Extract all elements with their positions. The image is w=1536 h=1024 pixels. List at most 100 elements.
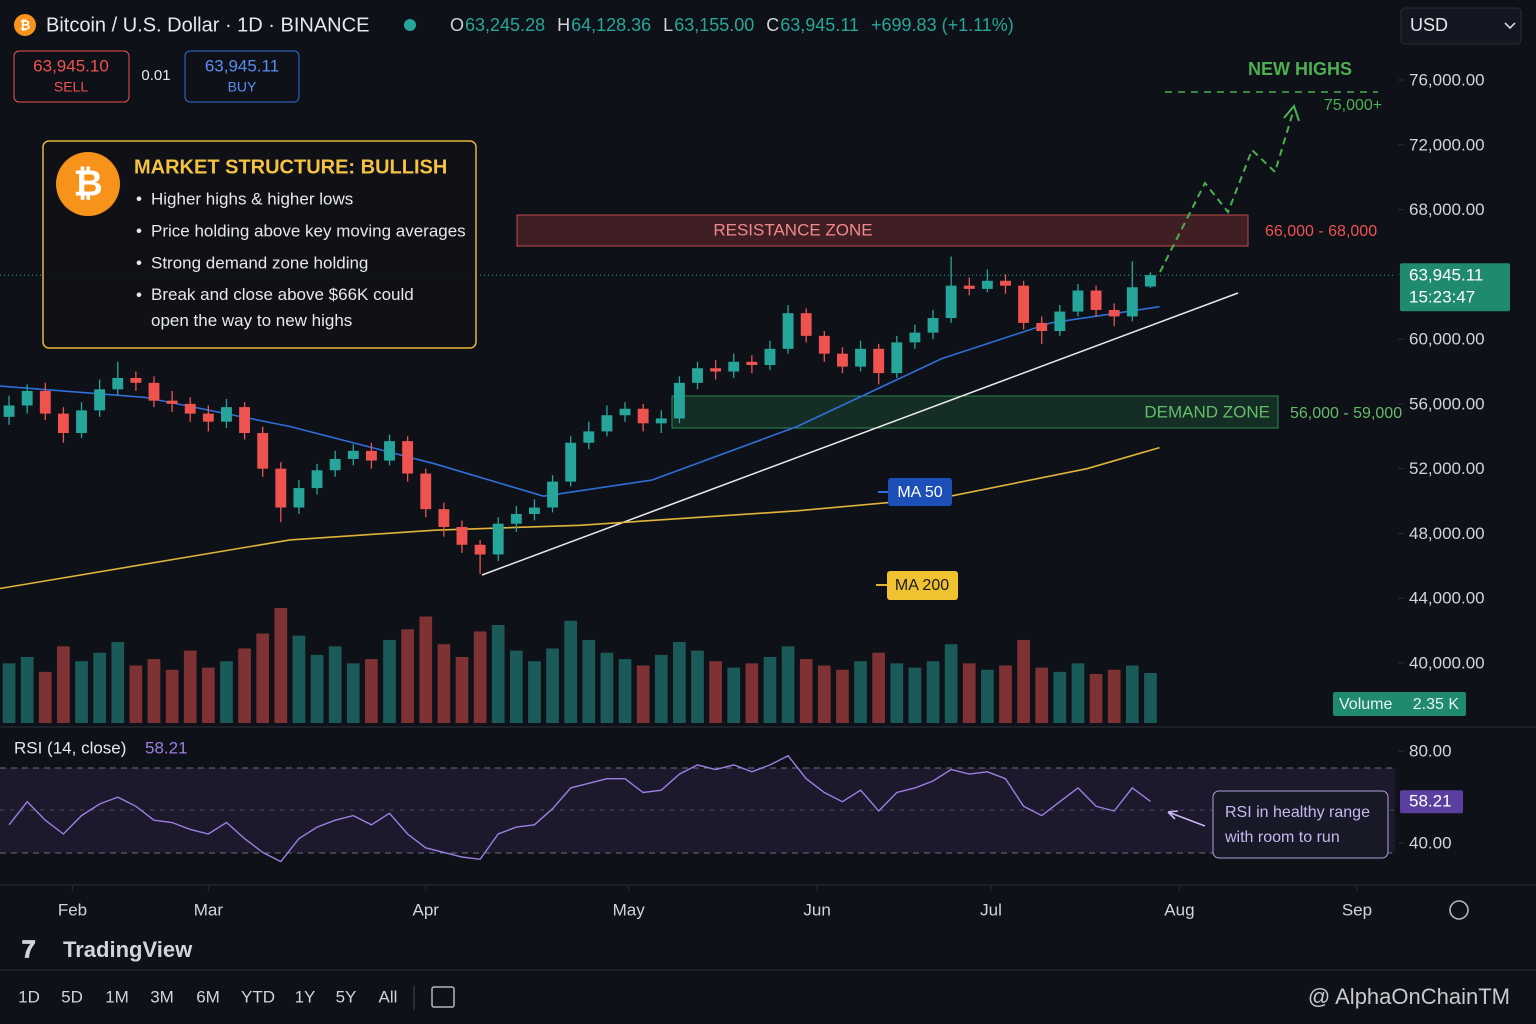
candle-body <box>438 509 450 527</box>
volume-bar <box>38 671 52 723</box>
bitcoin-logo-symbol: ₿ <box>73 163 102 204</box>
last-price: 63,945.11 <box>1409 266 1483 285</box>
volume-bar <box>509 650 523 723</box>
candle-body <box>981 280 993 289</box>
volume-bar <box>401 629 414 723</box>
volume-value: 2.35 K <box>1413 696 1460 713</box>
volume-bar <box>274 608 288 723</box>
bitcoin-logo <box>56 152 120 216</box>
bullet-text: Break and close above $66K could open the… <box>151 285 414 330</box>
rsi-note: RSI in healthy range with room to run <box>1224 804 1370 846</box>
volume-bar <box>57 646 70 723</box>
moving-average <box>0 446 1160 590</box>
volume-bar <box>528 661 541 723</box>
volume-bar <box>437 644 451 723</box>
candle-body <box>148 382 160 401</box>
candle-body <box>474 544 486 555</box>
timeframe-button[interactable]: All <box>379 987 398 1006</box>
bullet-dot: • <box>136 285 142 304</box>
timeframe-button[interactable]: 6M <box>196 987 220 1006</box>
candle-body <box>891 342 903 374</box>
candle-body <box>293 488 305 508</box>
candle-body <box>1108 309 1120 317</box>
volume-bar <box>1053 671 1067 723</box>
timeframe-button[interactable]: 3M <box>150 987 174 1006</box>
y-tick-label: 76,000.00 <box>1409 70 1485 89</box>
volume-bar <box>455 656 469 723</box>
candle-body <box>112 377 124 390</box>
demand-zone <box>671 395 1279 429</box>
sell-button[interactable] <box>13 50 130 103</box>
candle-body <box>800 313 812 336</box>
countdown: 15:23:47 <box>1409 288 1475 307</box>
volume-bar <box>1125 665 1139 723</box>
ohlc-key: O <box>450 15 464 35</box>
timeframe-button[interactable]: 5D <box>61 987 83 1006</box>
candle-body <box>1018 285 1030 323</box>
volume-bar <box>600 652 614 723</box>
volume-bar <box>836 669 849 723</box>
rsi-band <box>0 768 1395 853</box>
x-tick-label: Feb <box>58 900 87 919</box>
rsi-callout <box>1212 790 1389 859</box>
volume-label: Volume <box>1339 696 1392 713</box>
rsi-title: RSI (14, close) <box>14 738 126 757</box>
candle-body <box>655 418 667 424</box>
rsi-value: 58.21 <box>145 738 188 757</box>
timeframe-button[interactable]: YTD <box>241 987 275 1006</box>
candle-body <box>1126 287 1138 317</box>
resistance-label: RESISTANCE ZONE <box>713 220 872 239</box>
ohlc-value: 63,245.28 <box>465 15 545 35</box>
candle-body <box>927 318 939 333</box>
volume-bar <box>256 633 270 723</box>
ohlc-value: 63,945.11 <box>780 15 859 35</box>
timeframe-button[interactable]: 1M <box>105 987 129 1006</box>
x-tick-label: Jun <box>803 900 830 919</box>
dropdown-caret <box>1504 22 1516 30</box>
demand-label: DEMAND ZONE <box>1144 402 1270 421</box>
candle-body <box>257 433 269 469</box>
demand-range: 56,000 - 59,000 <box>1290 405 1402 422</box>
brand-logo: 𝟕 <box>22 936 36 963</box>
volume-bar <box>962 663 976 723</box>
volume-bar <box>890 663 904 723</box>
candle-body <box>963 285 975 289</box>
candle-body <box>710 368 722 372</box>
volume-bar <box>383 639 396 723</box>
ma200-label: MA 200 <box>895 577 949 594</box>
settings-icon[interactable] <box>1449 900 1469 920</box>
volume-bar <box>1071 663 1085 723</box>
candle-body <box>565 442 577 482</box>
timeframe-button[interactable]: 1Y <box>295 987 316 1006</box>
candle-body <box>1000 280 1011 286</box>
candle-body <box>673 382 685 419</box>
ohlc-key: L <box>663 15 673 35</box>
info-box <box>42 140 477 349</box>
currency-select[interactable] <box>1400 7 1522 45</box>
candle-body <box>239 407 251 434</box>
timeframe-button[interactable]: 1D <box>18 987 40 1006</box>
candle-body <box>21 390 33 406</box>
volume-bar <box>1017 639 1030 723</box>
buy-label: BUY <box>228 79 257 95</box>
y-tick-label: 44,000.00 <box>1409 589 1485 608</box>
volume-bar <box>727 667 741 723</box>
date-range-icon[interactable] <box>431 986 455 1008</box>
candle-body <box>402 441 414 474</box>
resistance-zone <box>516 214 1249 247</box>
timeframe-bar: 1D 5D 1M 3M 6M YTD 1Y 5Y All <box>18 986 415 1010</box>
volume-bar <box>745 663 759 723</box>
timeframe-button[interactable]: 5Y <box>336 987 357 1006</box>
volume-bar <box>292 635 306 723</box>
volume-layer <box>2 608 1157 723</box>
candle-body <box>764 348 776 366</box>
volume-bar <box>20 656 34 723</box>
candle-body <box>384 441 395 461</box>
volume-bar <box>709 661 722 723</box>
ohlc-value: 63,155.00 <box>674 15 754 35</box>
buy-button[interactable] <box>184 50 300 103</box>
sell-label: SELL <box>54 79 88 95</box>
ohlc-key: C <box>766 15 779 35</box>
price-layer <box>0 256 1395 863</box>
